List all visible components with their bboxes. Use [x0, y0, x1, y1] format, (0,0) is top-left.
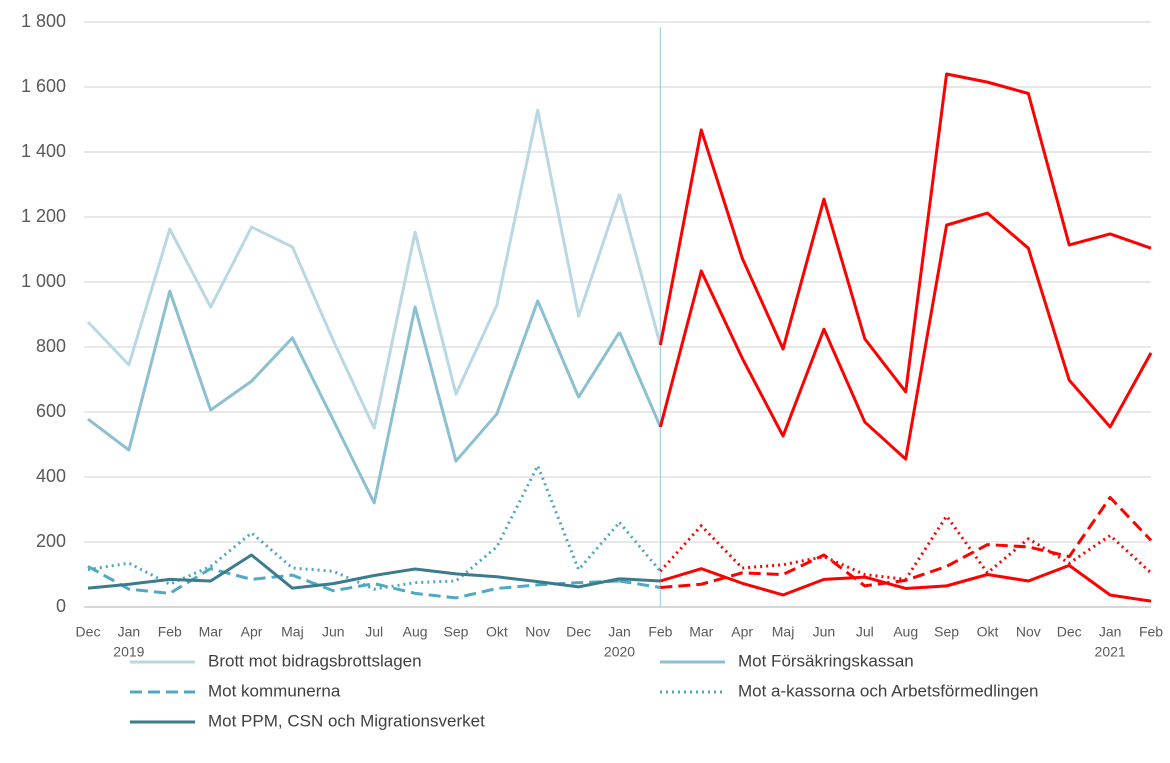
y-tick-label: 400 [36, 466, 66, 486]
y-tick-label: 1 600 [21, 76, 66, 96]
y-tick-label: 800 [36, 336, 66, 356]
legend-label: Mot PPM, CSN och Migrationsverket [208, 711, 485, 730]
y-tick-label: 1 000 [21, 271, 66, 291]
x-group-label: 2021 [1095, 644, 1126, 660]
x-tick-label: Mar [689, 624, 713, 640]
x-group-label: 2020 [604, 644, 635, 660]
x-tick-label: Jan [118, 624, 141, 640]
x-tick-label: Apr [241, 624, 263, 640]
series-line [87, 464, 621, 591]
y-tick-label: 200 [36, 531, 66, 551]
x-tick-label: Jun [322, 624, 345, 640]
x-tick-label: Maj [281, 624, 304, 640]
x-tick-label: Nov [1016, 624, 1041, 640]
series-connector [619, 577, 661, 583]
x-tick-label: Sep [934, 624, 959, 640]
series-line-highlight [658, 211, 1153, 461]
series-connector [618, 331, 662, 428]
y-tick-label: 1 800 [21, 11, 66, 31]
legend-label: Mot kommunerna [208, 681, 341, 700]
x-tick-label: Jan [1099, 624, 1122, 640]
series-connector [618, 193, 662, 346]
series-line [87, 289, 621, 505]
series-connector [618, 521, 662, 573]
series-line-highlight [659, 514, 1153, 581]
x-tick-label: Jan [608, 624, 631, 640]
x-group-label: 2019 [113, 644, 144, 660]
series-line [86, 108, 621, 430]
x-tick-label: Mar [199, 624, 223, 640]
x-tick-label: Feb [158, 624, 182, 640]
x-tick-label: Sep [444, 624, 469, 640]
x-tick-label: Aug [403, 624, 428, 640]
x-tick-label: Okt [977, 624, 999, 640]
legend-label: Mot Försäkringskassan [738, 651, 914, 670]
x-tick-label: Apr [731, 624, 753, 640]
x-tick-label: Dec [566, 624, 591, 640]
x-tick-label: Nov [525, 624, 550, 640]
series-line-highlight [659, 563, 1152, 603]
y-tick-label: 600 [36, 401, 66, 421]
x-tick-label: Maj [772, 624, 795, 640]
x-tick-label: Feb [1139, 624, 1163, 640]
x-tick-label: Feb [648, 624, 672, 640]
x-tick-label: Aug [893, 624, 918, 640]
x-tick-label: Jul [856, 624, 874, 640]
x-tick-label: Dec [1057, 624, 1082, 640]
x-tick-label: Jun [813, 624, 836, 640]
y-tick-label: 1 400 [21, 141, 66, 161]
x-tick-label: Okt [486, 624, 508, 640]
series-line-highlight [658, 72, 1152, 394]
series-line [87, 553, 620, 590]
legend-label: Brott mot bidragsbrottslagen [208, 651, 422, 670]
y-tick-label: 0 [56, 596, 66, 616]
x-tick-label: Jul [365, 624, 383, 640]
series-connector [619, 579, 661, 589]
y-tick-label: 1 200 [21, 206, 66, 226]
x-tick-label: Dec [76, 624, 101, 640]
legend-label: Mot a-kassorna och Arbetsförmedlingen [738, 681, 1039, 700]
series-line [87, 565, 620, 600]
